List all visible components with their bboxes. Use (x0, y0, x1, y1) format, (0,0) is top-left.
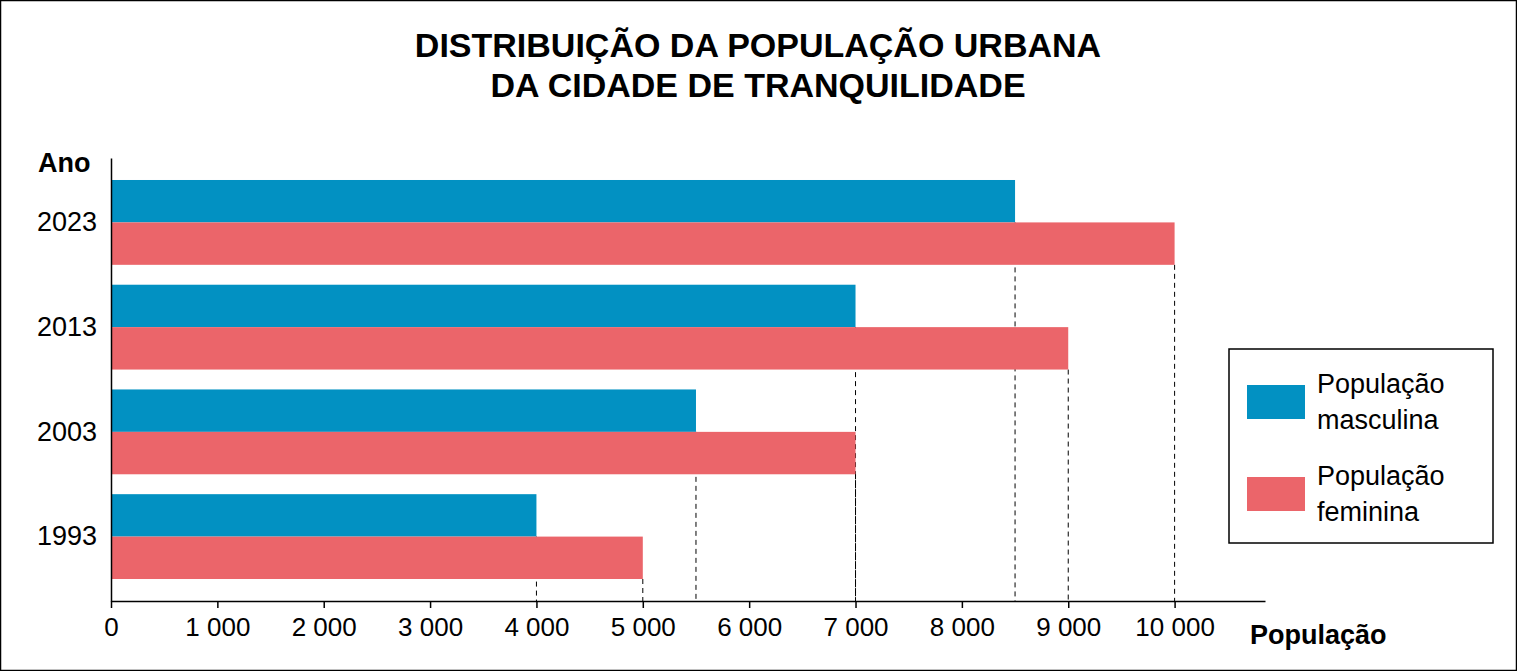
tick-label: 1 000 (185, 612, 250, 642)
series (111, 222, 1175, 579)
tick-label: 2003 (37, 417, 97, 447)
tick: 2013 (37, 312, 111, 342)
tick-label: 6 000 (717, 612, 782, 642)
legend-label-line: feminina (1317, 497, 1420, 527)
tick: 2023 (37, 207, 111, 237)
tick: 1993 (37, 521, 111, 551)
tick-label: 2013 (37, 312, 97, 342)
tick-label: 5 000 (611, 612, 676, 642)
x-axis: 0 1 000 2 000 3 000 4 000 5 000 6 000 7 000 8 00… (104, 601, 1265, 642)
chart: DISTRIBUIÇÃO DA POPULAÇÃO URBANADA CIDAD… (0, 0, 1517, 671)
tick: 2003 (37, 417, 111, 447)
drop-line (1068, 370, 1069, 601)
legend-swatch (1247, 477, 1305, 511)
tick: 5 000 (611, 601, 676, 642)
tick-mark (323, 601, 325, 608)
y-axis-line (111, 159, 113, 602)
tick-label: 4 000 (504, 612, 569, 642)
tick: 3 000 (398, 601, 463, 642)
tick-label: 8 000 (930, 612, 995, 642)
tick: 2 000 (292, 601, 357, 642)
drop-line (1174, 265, 1175, 601)
legend-label-line: População (1317, 369, 1445, 399)
legend-label: População feminina (1317, 461, 1445, 527)
y-axis-title: Ano (38, 148, 90, 178)
tick-mark (749, 601, 751, 608)
bar (111, 285, 856, 327)
tick-label: 2023 (37, 207, 97, 237)
x-axis-line (112, 601, 1266, 603)
tick: 0 (104, 601, 118, 642)
tick-label: 10 000 (1135, 612, 1215, 642)
tick-mark (111, 601, 113, 608)
tick-label: 1993 (37, 521, 97, 551)
bar (111, 494, 536, 536)
legend-label-line: masculina (1317, 405, 1440, 435)
tick: 1 000 (185, 601, 250, 642)
drop-line (1015, 222, 1016, 601)
drop-line (642, 579, 643, 601)
bar (111, 389, 696, 431)
tick: 7 000 (823, 601, 888, 642)
tick-mark (962, 601, 964, 608)
bar (111, 432, 856, 474)
tick-mark (643, 601, 645, 608)
tick-label: 9 000 (1036, 612, 1101, 642)
tick: 4 000 (504, 601, 569, 642)
bar (111, 327, 1068, 369)
tick-mark (430, 601, 432, 608)
tick: 10 000 (1135, 601, 1215, 642)
tick-label: 3 000 (398, 612, 463, 642)
tick-label: 2 000 (292, 612, 357, 642)
bar (111, 222, 1175, 264)
title-line: DISTRIBUIÇÃO DA POPULAÇÃO URBANA (415, 26, 1101, 64)
title: DISTRIBUIÇÃO DA POPULAÇÃO URBANADA CIDAD… (415, 26, 1101, 104)
legend-label-line: População (1317, 461, 1445, 491)
bar (111, 537, 643, 579)
tick-label: 0 (104, 612, 118, 642)
tick: 9 000 (1036, 601, 1101, 642)
x-axis-title: População (1250, 620, 1387, 650)
y-axis: 2023 2013 2003 1993 (37, 159, 112, 602)
tick-mark (855, 601, 857, 608)
bar (111, 180, 1015, 222)
plot-area (111, 180, 1175, 601)
tick-mark (1068, 601, 1070, 608)
drop-line (855, 474, 856, 601)
frame (1, 1, 1517, 671)
tick: 6 000 (717, 601, 782, 642)
tick-mark (1174, 601, 1176, 608)
tick-mark (536, 601, 538, 608)
legend-box (1229, 349, 1493, 543)
tick: 8 000 (930, 601, 995, 642)
legend-label: População masculina (1317, 369, 1445, 435)
tick-label: 7 000 (823, 612, 888, 642)
legend-swatch (1247, 385, 1305, 419)
legend: População masculina População feminina (1229, 349, 1493, 543)
tick-mark (217, 601, 219, 608)
title-line: DA CIDADE DE TRANQUILIDADE (490, 66, 1025, 104)
